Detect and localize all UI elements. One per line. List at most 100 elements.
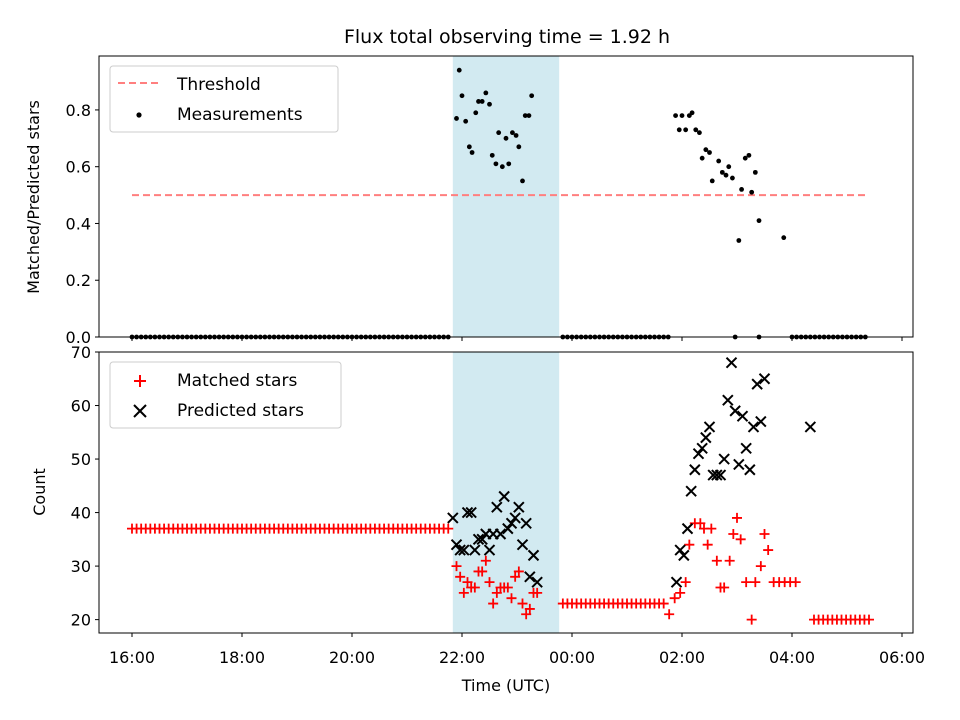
measurement-point [683,127,689,133]
bottom-y-tick-label: 70 [71,343,91,362]
top-y-tick-label: 0.6 [66,158,91,177]
predicted-star-point [725,356,738,369]
measurement-point [746,152,752,158]
matched-star-point [469,582,480,593]
measurement-point [473,110,479,116]
measurement-point [676,127,682,133]
predicted-star-point [696,442,708,455]
matched-star-point [706,523,717,534]
predicted-star-point [751,378,763,390]
matched-star-point [790,577,801,588]
legend-matched-label: Matched stars [177,371,297,391]
measurement-point [736,238,742,243]
predicted-star-point [461,506,474,519]
measurement-point [454,116,459,121]
predicted-star-point [465,506,477,519]
measurement-point [756,218,762,224]
measurement-point [503,135,509,141]
predicted-star-point [703,421,716,433]
matched-star-point [669,593,680,604]
matched-star-point [728,528,739,539]
bottom-panel: 20 30 40 50 60 70 16:00 18:00 20:00 22:00 00:00 02… [30,343,925,695]
predicted-star-point [718,453,730,465]
predicted-star-point [722,394,734,406]
predicted-star-point [505,517,518,529]
legend-threshold-label: Threshold [176,75,261,95]
matched-star-point [506,593,517,604]
bottom-y-tick-label: 50 [71,450,91,469]
measurement-point [522,113,528,119]
measurement-point [479,99,485,104]
x-tick-label: 04:00 [769,648,815,667]
predicted-star-point [476,533,488,546]
predicted-star-point [747,421,760,433]
matched-star-point [732,512,742,523]
matched-star-point [484,577,495,588]
predicted-star-point [516,538,529,551]
predicted-star-point [531,576,543,588]
measurement-point [693,127,699,133]
matched-star-point [680,577,691,588]
top-y-tick-label: 0.2 [66,271,91,290]
predicted-star-point [674,544,686,556]
bottom-legend: Matched stars Predicted stars [109,361,342,429]
predicted-star-point [758,373,771,385]
top-panel: 0.00.20.40.60.8 Matched/Predicted stars … [24,55,914,347]
measurement-point [673,113,678,119]
matched-star-point [695,518,706,529]
measurement-point [730,175,735,181]
matched-star-point [735,534,746,545]
measurement-point [699,155,705,161]
measurement-point [749,189,755,195]
bottom-y-tick-label: 20 [71,611,91,630]
matched-star-point [763,545,774,556]
matched-star-point [532,587,543,598]
chart-title: Flux total observing time = 1.92 h [344,26,670,48]
matched-star-point [719,582,730,593]
measurement-point [719,169,725,175]
predicted-star-point [804,421,817,433]
matched-star-point [517,598,528,609]
matched-star-point [684,539,695,550]
matched-star-point [455,571,466,582]
x-tick-label: 16:00 [109,648,155,667]
measurement-point [463,118,469,124]
x-tick-label: 00:00 [549,648,595,667]
matched-star-point [451,561,462,572]
top-plot-frame [98,55,914,338]
predicted-star-point [678,549,690,562]
matched-star-point [443,523,454,534]
measurement-point [469,150,475,155]
measurement-point [516,144,522,150]
measurement-point [520,178,525,184]
matched-star-point [658,598,669,609]
bottom-y-axis-label: Count [30,468,49,516]
top-shaded-span [452,56,560,337]
predicted-star-point [520,517,532,529]
matched-star-point [524,603,535,614]
matched-star-point [521,609,532,620]
measurement-point [459,93,465,99]
legend-matched-swatch [134,375,146,387]
legend-measurements-swatch [136,112,142,118]
top-y-tick-label: 0.0 [66,328,91,347]
predicted-star-point [681,522,694,535]
bottom-shaded-span [452,352,560,633]
predicted-star-point [685,485,697,497]
measurement-point [689,110,695,116]
x-tick-label: 20:00 [329,648,375,667]
measurement-point [723,172,729,178]
predicted-star-point [729,405,741,417]
matched-star-point [750,577,761,588]
predicted-star-point [714,469,727,481]
predicted-star-point [491,501,503,513]
measurement-point [697,130,702,136]
measurement-point [506,161,512,167]
predicted-star-point [494,528,507,540]
x-tick-label: 02:00 [659,648,705,667]
matched-star-point [711,555,722,566]
matched-star-point [755,561,766,572]
measurement-point [513,133,519,138]
predicted-star-point [736,410,749,422]
measurement-point [781,235,787,241]
